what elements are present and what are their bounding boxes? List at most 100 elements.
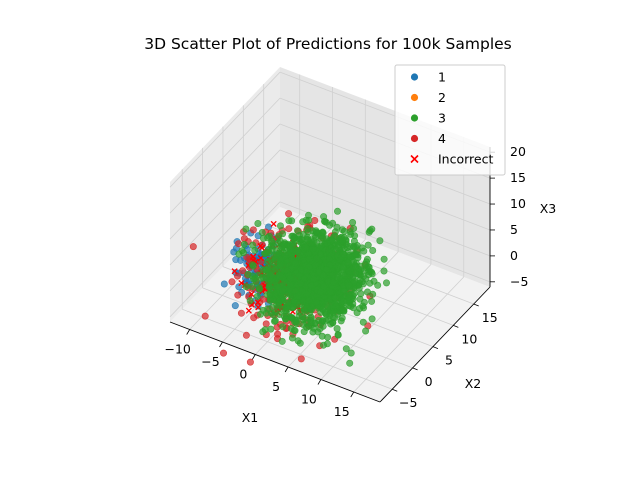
data-point [251,274,259,282]
data-point [274,330,282,338]
data-point [321,217,329,225]
data-point [251,246,259,254]
data-point [298,287,306,295]
data-point [253,292,261,300]
legend-marker-2 [410,93,419,102]
data-point [332,302,340,310]
data-point [262,320,270,328]
data-point [256,310,264,318]
data-point [346,359,354,367]
data-point [334,330,342,338]
series-3 [235,207,390,367]
legend-marker-4 [410,134,419,143]
y-axis-line [379,286,491,403]
data-point [279,230,287,238]
data-point [239,267,247,275]
x-tick [350,391,355,398]
data-point [315,267,323,275]
data-point [359,302,367,310]
data-point [249,226,257,234]
legend-label-4: 4 [438,131,446,146]
data-point [269,311,277,319]
data-point [250,314,258,322]
data-point [364,241,372,249]
y-tick-label: 0 [425,374,433,389]
z-tick-label: 5 [510,222,518,237]
z-tick-label: 15 [510,170,526,185]
data-point [264,257,272,265]
data-point [189,243,197,251]
data-point [339,263,347,271]
z-tick-label: 20 [510,144,526,159]
z-grid-left [169,175,281,292]
z-grid-left [169,71,281,188]
data-point [333,325,341,333]
data-point [285,217,293,225]
data-point [248,282,256,290]
legend-marker-1 [410,73,419,81]
data-point [281,252,289,260]
data-point [220,280,228,288]
chart-title: 3D Scatter Plot of Predictions for 100k … [144,35,512,53]
x-tick [317,379,322,385]
data-point [267,325,275,333]
data-point [312,298,320,306]
legend-frame [394,64,506,176]
data-point [268,271,276,279]
data-point [329,308,337,316]
data-point [274,239,282,247]
data-point [360,247,368,255]
data-point [344,259,352,267]
y-tick-label: 5 [445,353,453,368]
data-point [271,317,279,325]
data-point [311,217,319,225]
data-point [262,274,270,282]
legend-label-1: 1 [438,70,446,85]
x-grid-floor [353,276,465,393]
data-point [258,229,266,237]
data-point [266,296,274,304]
data-point [268,303,276,311]
data-point [347,349,355,357]
z-tick-label: 0 [510,248,518,263]
y-tick-label: −5 [399,395,417,410]
data-point [286,242,294,250]
z-grid-back [279,123,491,205]
x-tick-label: 0 [239,367,247,382]
data-point [294,292,302,300]
data-point [339,271,347,279]
data-point [327,288,335,296]
data-point [244,270,252,278]
legend-label-2: 2 [438,90,446,105]
z-axis-label: X3 [540,201,557,216]
y-tick [412,367,418,371]
y-tick [432,346,439,350]
data-point [254,220,262,228]
data-point [246,358,254,366]
data-point [338,297,346,305]
y-tick [392,388,398,392]
incorrect-marker [270,220,277,227]
x-tick [251,354,256,360]
data-point [255,285,263,293]
data-point [380,267,388,275]
data-point [352,251,360,259]
data-point [366,227,374,235]
data-point [285,210,293,218]
data-point [323,265,331,273]
data-point [351,269,359,277]
data-point [297,355,305,363]
data-point [366,279,374,287]
data-point [376,237,384,245]
x-tick [284,366,289,373]
data-point [271,255,279,263]
data-point [297,236,305,244]
data-point [317,242,325,250]
data-point [275,302,283,310]
x-grid-floor [320,264,432,380]
data-point [299,297,307,305]
data-point [344,294,352,302]
data-point [281,315,289,323]
x-tick [186,329,191,335]
